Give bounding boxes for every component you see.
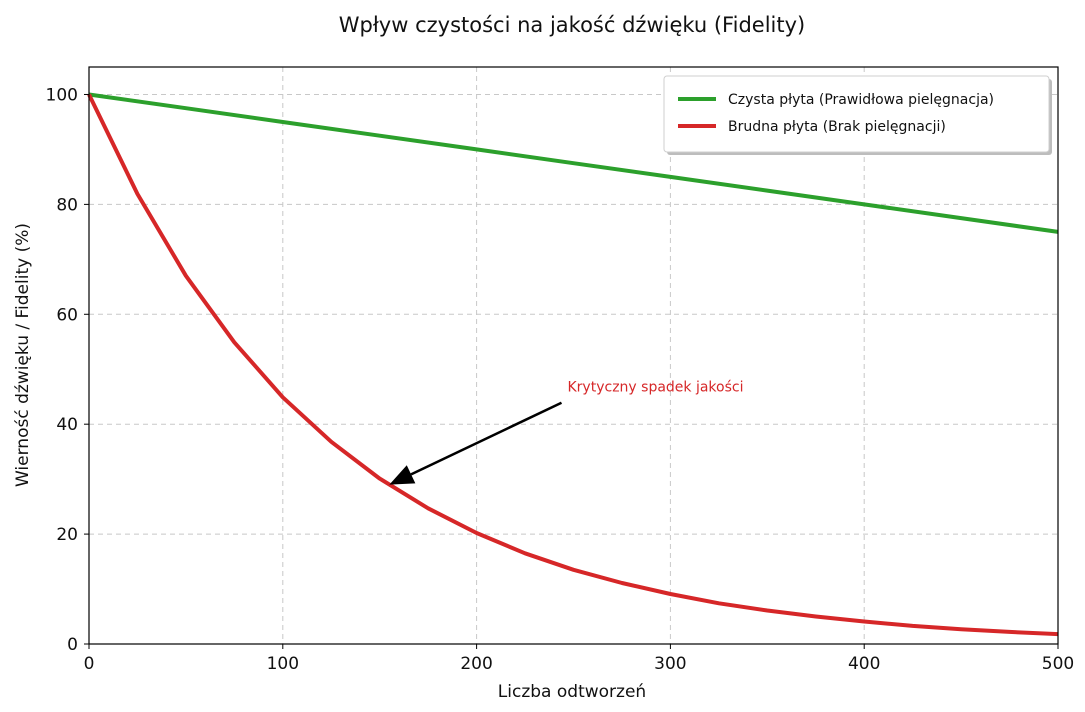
x-tick-label: 0 bbox=[84, 654, 95, 674]
y-tick-label: 0 bbox=[67, 635, 78, 655]
y-axis-label: Wierność dźwięku / Fidelity (%) bbox=[13, 223, 33, 487]
x-tick-label: 300 bbox=[654, 654, 686, 674]
legend-label-0: Czysta płyta (Prawidłowa pielęgnacja) bbox=[728, 92, 994, 108]
y-tick-label: 40 bbox=[56, 415, 78, 435]
annotation: Krytyczny spadek jakości bbox=[389, 380, 744, 485]
plot-frame bbox=[88, 66, 1059, 645]
legend-box bbox=[663, 75, 1050, 153]
x-tick-label: 400 bbox=[848, 654, 880, 674]
ticks: 0 100 200 300 400 500 0 20 40 60 80 100 bbox=[46, 85, 1075, 674]
annotation-arrow bbox=[410, 401, 563, 476]
y-tick-label: 100 bbox=[46, 85, 78, 105]
y-tick-label: 60 bbox=[56, 305, 78, 325]
x-tick-label: 500 bbox=[1042, 654, 1074, 674]
legend-label-1: Brudna płyta (Brak pielęgnacji) bbox=[728, 119, 946, 135]
series-line-0 bbox=[88, 92, 1059, 234]
x-axis-label: Liczba odtworzeń bbox=[498, 682, 646, 702]
legend: Czysta płyta (Prawidłowa pielęgnacja) Bru… bbox=[663, 75, 1052, 155]
x-tick-label: 100 bbox=[267, 654, 299, 674]
y-tick-label: 80 bbox=[56, 195, 78, 215]
series-line-1 bbox=[87, 93, 1059, 637]
series-layer bbox=[87, 92, 1059, 637]
y-tick-label: 20 bbox=[56, 525, 78, 545]
x-tick-label: 200 bbox=[460, 654, 492, 674]
annotation-text: Krytyczny spadek jakości bbox=[568, 380, 744, 396]
chart-title: Wpływ czystości na jakość dźwięku (Fidel… bbox=[339, 13, 805, 37]
annotation-arrowhead bbox=[389, 465, 416, 485]
